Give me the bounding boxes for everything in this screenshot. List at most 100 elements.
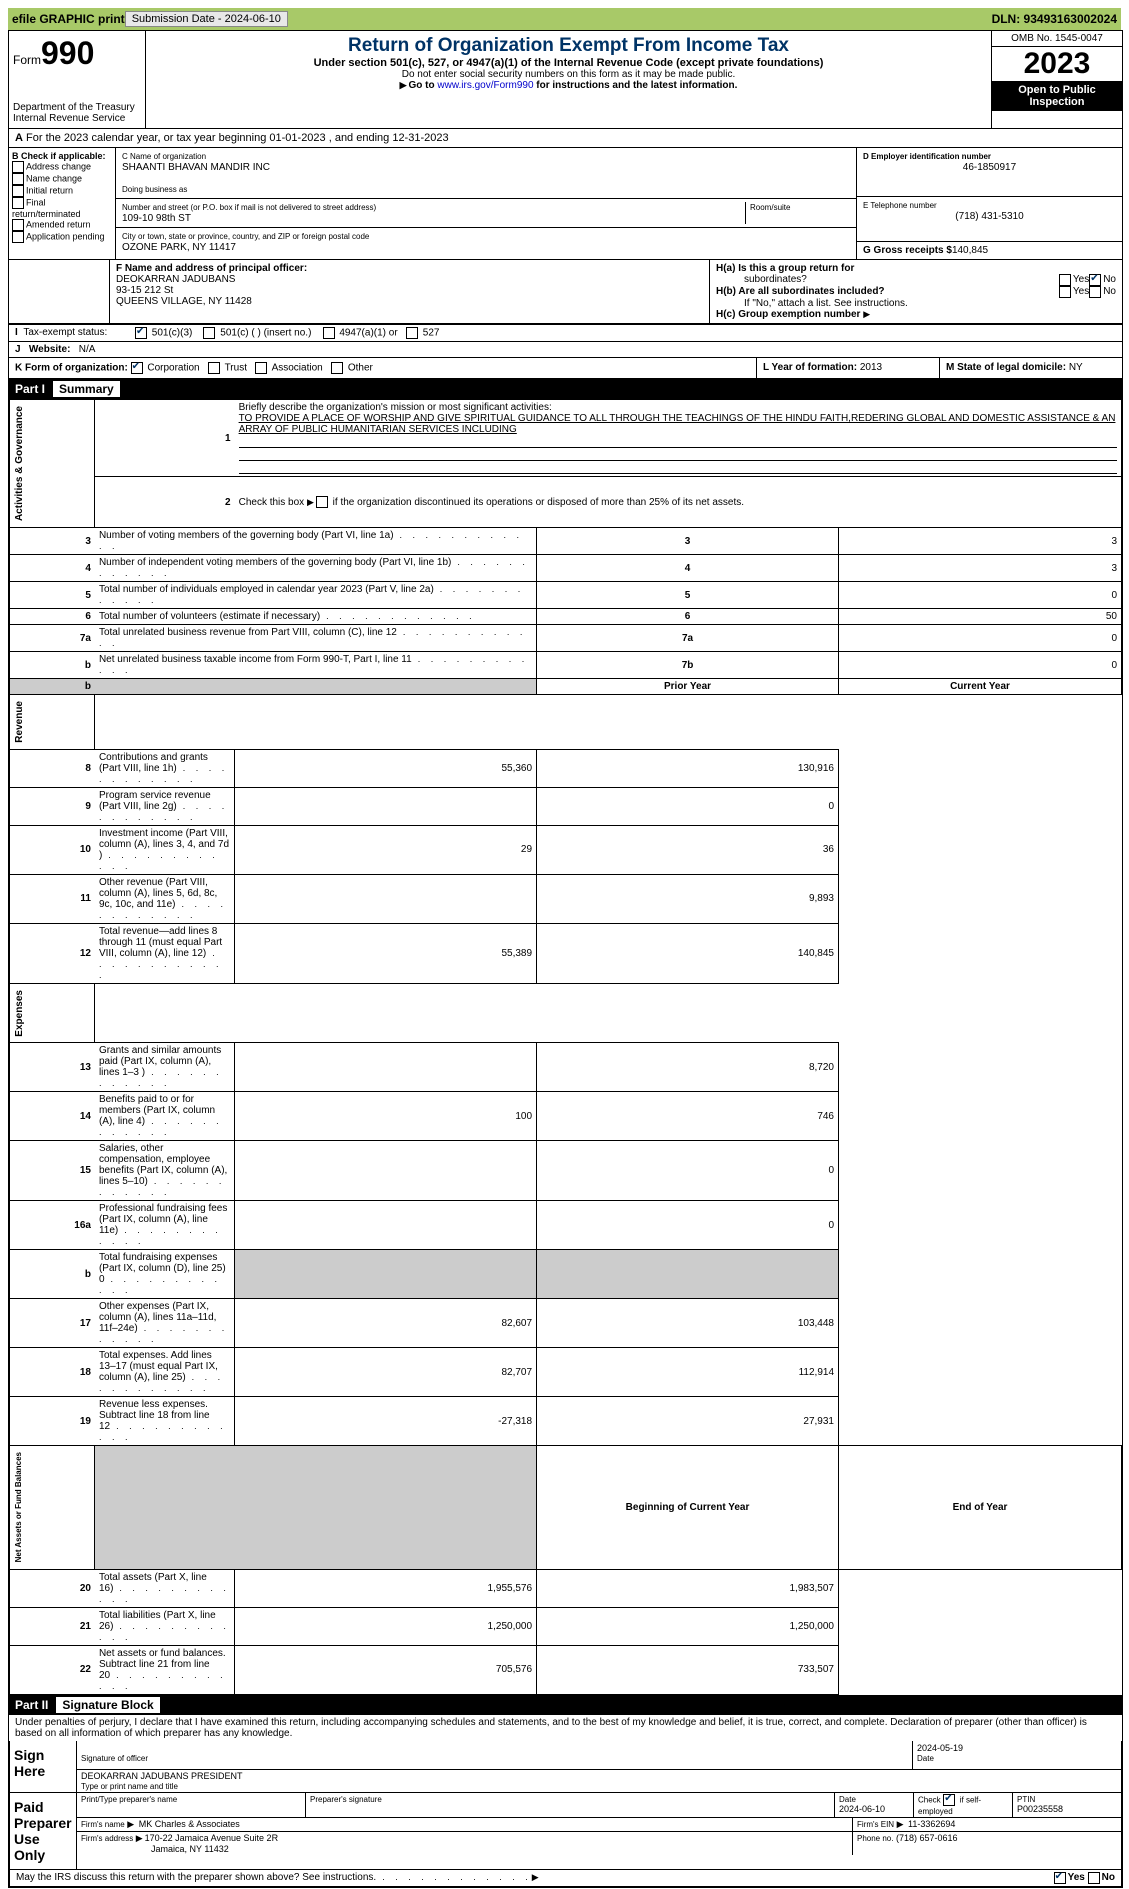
f-label: F Name and address of principal officer: [116,263,307,274]
ha-no-checkbox[interactable] [1089,274,1101,286]
trust-checkbox[interactable] [208,362,220,374]
side-net: Net Assets or Fund Balances [14,1448,23,1566]
mission-text: TO PROVIDE A PLACE OF WORSHIP AND GIVE S… [239,413,1116,435]
ptin-value: P00235558 [1017,1804,1063,1814]
form-title: Return of Organization Exempt From Incom… [150,35,987,57]
year-formation: 2013 [860,362,882,373]
c-name-label: C Name of organization [122,152,206,161]
firm-addr2: Jamaica, NY 11432 [151,1844,229,1854]
tax-year: 2023 [992,47,1122,81]
hdr-curr: Current Year [839,679,1122,695]
form-number: 990 [41,35,94,71]
g-label: G Gross receipts $ [863,245,952,256]
hc: H(c) Group exemption number [716,309,860,320]
type-name-label: Type or print name and title [81,1782,178,1791]
discuss-yes-checkbox[interactable] [1054,1872,1066,1884]
officer-addr2: QUEENS VILLAGE, NY 11428 [116,296,252,307]
goto-tail: for instructions and the latest informat… [534,80,738,91]
org-name: SHAANTI BHAVAN MANDIR INC [122,162,270,173]
b-opt-checkbox[interactable] [12,161,24,173]
501c3-checkbox[interactable] [135,327,147,339]
dept-label: Department of the Treasury [13,102,141,113]
city-label: City or town, state or province, country… [122,232,369,241]
501c-checkbox[interactable] [203,327,215,339]
form-outer: Form990 Department of the Treasury Inter… [8,30,1123,1888]
part1-bar: Part I [15,382,45,396]
b-opt-checkbox[interactable] [12,185,24,197]
domicile: NY [1069,362,1083,373]
assoc-checkbox[interactable] [255,362,267,374]
ha-yes-checkbox[interactable] [1059,274,1071,286]
firm-addr1: 170-22 Jamaica Avenue Suite 2R [145,1833,278,1843]
k-label: K Form of organization: [15,363,128,374]
sig-date-label: Date [917,1754,934,1763]
declaration: Under penalties of perjury, I declare th… [9,1715,1122,1741]
hdr-prior: Prior Year [537,679,839,695]
discuss-no-checkbox[interactable] [1088,1872,1100,1884]
efile-label: efile GRAPHIC print [12,12,125,26]
b-opt-checkbox[interactable] [12,197,24,209]
l2-checkbox[interactable] [316,496,328,508]
suite-label: Room/suite [750,203,790,212]
side-activities: Activities & Governance [14,402,25,525]
527-checkbox[interactable] [406,327,418,339]
b-opt-checkbox[interactable] [12,173,24,185]
paid-prep-label: Paid Preparer Use Only [10,1793,77,1869]
corp-checkbox[interactable] [131,362,143,374]
side-expenses: Expenses [14,986,25,1041]
i-label: Tax-exempt status: [23,327,107,338]
b-opt-checkbox[interactable] [12,219,24,231]
discuss-text: May the IRS discuss this return with the… [16,1872,376,1884]
hb-1: H(b) Are all subordinates included? [716,286,885,298]
4947-checkbox[interactable] [323,327,335,339]
ha-1: H(a) Is this a group return for [716,263,854,274]
hb-2: If "No," attach a list. See instructions… [744,298,1116,309]
firm-ein: 11-3362694 [908,1819,955,1829]
city-value: OZONE PARK, NY 11417 [122,242,236,253]
firm-phone: (718) 657-0616 [896,1833,958,1843]
firm-name: MK Charles & Associates [139,1819,240,1829]
part1-title: Summary [53,381,120,397]
l-label: L Year of formation: [763,362,857,373]
row-a: For the 2023 calendar year, or tax year … [26,132,449,144]
b-opt-checkbox[interactable] [12,231,24,243]
m-label: M State of legal domicile: [946,362,1066,373]
d-label: D Employer identification number [863,152,991,161]
hb-yes-checkbox[interactable] [1059,286,1071,298]
b-label: B Check if applicable: [12,151,106,161]
topbar: efile GRAPHIC print Submission Date - 20… [8,8,1121,30]
summary-table: Activities & Governance 1 Briefly descri… [9,399,1122,1695]
sign-here-label: Sign Here [10,1741,77,1792]
submission-date-button[interactable]: Submission Date - 2024-06-10 [125,11,288,27]
omb-number: OMB No. 1545-0047 [992,31,1122,47]
l2-text: Check this box if the organization disco… [239,497,744,508]
street-addr: 109-10 98th ST [122,213,191,224]
officer-addr1: 93-15 212 St [116,285,173,296]
hb-no-checkbox[interactable] [1089,286,1101,298]
irs-link[interactable]: www.irs.gov/Form990 [437,80,533,91]
e-label: E Telephone number [863,201,937,210]
ein-value: 46-1850917 [863,162,1116,173]
dba-label: Doing business as [122,185,187,194]
subtitle-2: Do not enter social security numbers on … [150,69,987,80]
irs-label: Internal Revenue Service [13,113,141,124]
goto-label: Go to [408,80,437,91]
l1-label: Briefly describe the organization's miss… [239,402,552,413]
part2-bar: Part II [15,1698,48,1712]
officer-sign-name: DEOKARRAN JADUBANS PRESIDENT [81,1771,243,1781]
other-checkbox[interactable] [331,362,343,374]
ha-2: subordinates? [744,274,807,286]
dln-label: DLN: 93493163002024 [992,12,1117,26]
sig-officer-label: Signature of officer [81,1754,148,1763]
open-public: Open to Public Inspection [992,81,1122,111]
self-emp-checkbox[interactable] [943,1794,955,1806]
hdr-beg: Beginning of Current Year [537,1446,839,1569]
website-value: N/A [79,344,96,355]
form-word: Form [13,53,41,67]
j-label: Website: [29,344,71,355]
side-revenue: Revenue [14,697,25,747]
officer-name: DEOKARRAN JADUBANS [116,274,235,285]
gross-receipts: 140,845 [952,245,988,256]
addr-label: Number and street (or P.O. box if mail i… [122,203,376,212]
subtitle-1: Under section 501(c), 527, or 4947(a)(1)… [150,57,987,69]
